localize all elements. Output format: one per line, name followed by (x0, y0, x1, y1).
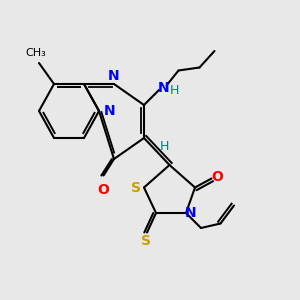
Text: N: N (103, 104, 115, 118)
Text: CH₃: CH₃ (26, 49, 46, 58)
Text: S: S (131, 181, 142, 194)
Text: H: H (170, 84, 179, 97)
Text: O: O (211, 170, 223, 184)
Text: N: N (158, 82, 169, 95)
Text: N: N (108, 68, 120, 83)
Text: S: S (140, 234, 151, 248)
Text: O: O (98, 183, 110, 197)
Text: N: N (185, 206, 196, 220)
Text: H: H (160, 140, 169, 154)
